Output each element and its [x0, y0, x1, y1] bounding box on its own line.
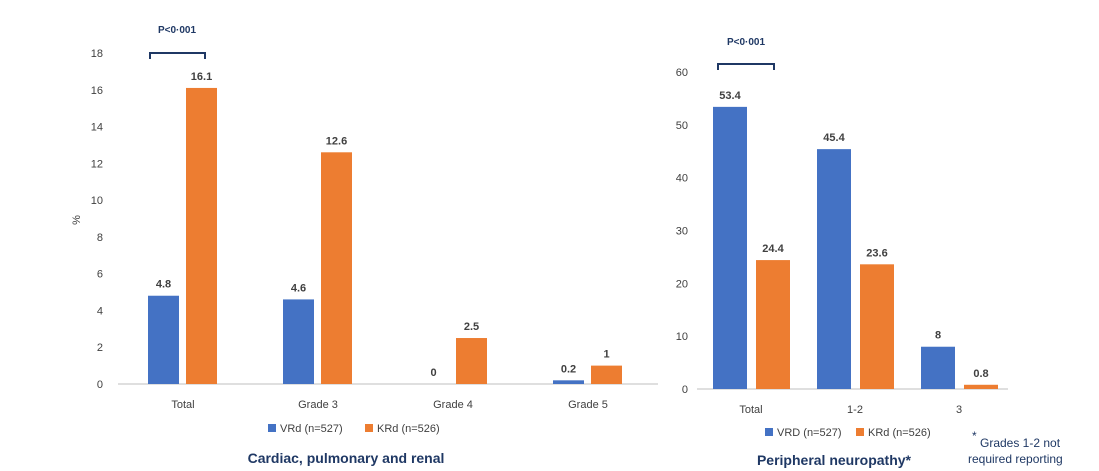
chart1-bar-krd-grade-4 — [456, 338, 487, 384]
chart2-data-label-krd-total: 24.4 — [762, 243, 784, 255]
chart2-bar-vrd-1-2 — [817, 149, 851, 389]
chart1-data-label-krd-total: 16.1 — [191, 71, 212, 83]
chart2-data-label-vrd-3: 8 — [935, 330, 941, 342]
chart2-bar-krd-3 — [964, 384, 998, 389]
chart1-p-value: P<0·001 — [158, 25, 197, 36]
chart1-y-tick-0: 0 — [97, 379, 103, 391]
chart1-y-tick-18: 18 — [91, 48, 103, 60]
chart2-data-label-krd-1-2: 23.6 — [866, 247, 887, 259]
chart1-bar-vrd-grade-5 — [553, 380, 584, 384]
chart1-legend-swatch-krd — [365, 424, 373, 432]
chart1-y-axis-label: % — [71, 215, 83, 225]
chart1-y-tick-10: 10 — [91, 195, 103, 207]
chart1-bar-krd-grade-5 — [591, 365, 622, 384]
chart1-significance-bracket — [149, 52, 206, 59]
chart1-category-grade-5: Grade 5 — [568, 399, 608, 411]
chart1-bar-krd-total — [186, 87, 217, 384]
chart1-y-ticks: 0 2 4 6 8 10 12 14 16 18 — [91, 48, 103, 391]
chart1-bar-vrd-total — [148, 295, 179, 384]
chart1-data-label-krd-grade-5: 1 — [603, 349, 609, 361]
chart2-y-tick-60: 60 — [676, 67, 688, 79]
chart1-legend-label-vrd: VRd (n=527) — [280, 423, 343, 435]
chart1-data-label-vrd-grade-5: 0.2 — [561, 363, 576, 375]
chart1-data-label-krd-grade-4: 2.5 — [464, 321, 479, 333]
chart2-bar-krd-1-2 — [860, 264, 894, 389]
chart1-category-total: Total — [171, 399, 194, 411]
chart2-data-label-vrd-1-2: 45.4 — [823, 132, 845, 144]
chart2-legend-label-vrd: VRD (n=527) — [777, 427, 842, 439]
chart-cardiac-pulmonary-renal: % 0 2 4 6 8 10 12 14 16 18 4.8 16.1 4.6 12.6 0 2.5 0.2 1… — [71, 25, 658, 466]
chart1-data-label-krd-grade-3: 12.6 — [326, 135, 347, 147]
chart2-category-labels: Total 1-2 3 — [739, 404, 962, 416]
chart2-significance-bracket — [717, 63, 775, 70]
chart2-data-label-krd-3: 0.8 — [973, 368, 988, 380]
chart2-footnote-line2: required reporting — [968, 452, 1063, 466]
chart2-p-value: P<0·001 — [727, 37, 766, 48]
chart2-y-tick-30: 30 — [676, 226, 688, 238]
chart1-bar-krd-grade-3 — [321, 152, 352, 384]
chart1-y-tick-12: 12 — [91, 158, 103, 170]
chart1-bar-vrd-grade-3 — [283, 299, 314, 384]
chart1-legend-swatch-vrd — [268, 424, 276, 432]
chart2-y-ticks: 0 10 20 30 40 50 60 — [676, 67, 688, 396]
chart1-title: Cardiac, pulmonary and renal — [248, 450, 445, 466]
chart1-y-tick-16: 16 — [91, 85, 103, 97]
chart2-footnote-marker: * — [972, 429, 977, 443]
chart2-bars — [713, 106, 998, 390]
chart2-legend-swatch-vrd — [765, 428, 773, 436]
chart2-legend-label-krd: KRd (n=526) — [868, 427, 931, 439]
chart1-data-label-vrd-total: 4.8 — [156, 279, 171, 291]
chart2-category-total: Total — [739, 404, 762, 416]
chart1-category-grade-3: Grade 3 — [298, 399, 338, 411]
chart1-data-label-vrd-grade-3: 4.6 — [291, 282, 306, 294]
chart1-y-tick-6: 6 — [97, 269, 103, 281]
chart1-legend-label-krd: KRd (n=526) — [377, 423, 440, 435]
chart2-y-tick-0: 0 — [682, 384, 688, 396]
chart1-category-grade-4: Grade 4 — [433, 399, 473, 411]
chart2-y-tick-10: 10 — [676, 331, 688, 343]
chart2-bar-krd-total — [756, 260, 790, 389]
chart1-y-tick-8: 8 — [97, 232, 103, 244]
chart1-data-labels: 4.8 16.1 4.6 12.6 0 2.5 0.2 1 — [156, 71, 610, 379]
chart2-title: Peripheral neuropathy* — [757, 452, 912, 468]
chart2-category-1-2: 1-2 — [847, 404, 863, 416]
chart2-footnote-line1: Grades 1-2 not — [980, 436, 1061, 450]
chart2-data-label-vrd-total: 53.4 — [719, 90, 741, 102]
chart2-bar-vrd-total — [713, 106, 747, 390]
chart2-y-tick-20: 20 — [676, 278, 688, 290]
chart2-y-tick-50: 50 — [676, 120, 688, 132]
chart2-legend-swatch-krd — [856, 428, 864, 436]
chart2-bar-vrd-3 — [921, 346, 955, 389]
chart2-category-3: 3 — [956, 404, 962, 416]
chart1-category-labels: Total Grade 3 Grade 4 Grade 5 — [171, 399, 608, 411]
chart1-bars — [148, 87, 622, 384]
chart1-y-tick-14: 14 — [91, 122, 103, 134]
chart1-data-label-vrd-grade-4: 0 — [430, 367, 436, 379]
chart1-y-tick-2: 2 — [97, 342, 103, 354]
chart2-data-labels: 53.4 24.4 45.4 23.6 8 0.8 — [719, 90, 988, 380]
chart2-y-tick-40: 40 — [676, 173, 688, 185]
chart-peripheral-neuropathy: 0 10 20 30 40 50 60 53.4 24.4 45.4 23.6 8 0.8 Total… — [676, 37, 1063, 468]
chart1-y-tick-4: 4 — [97, 305, 103, 317]
